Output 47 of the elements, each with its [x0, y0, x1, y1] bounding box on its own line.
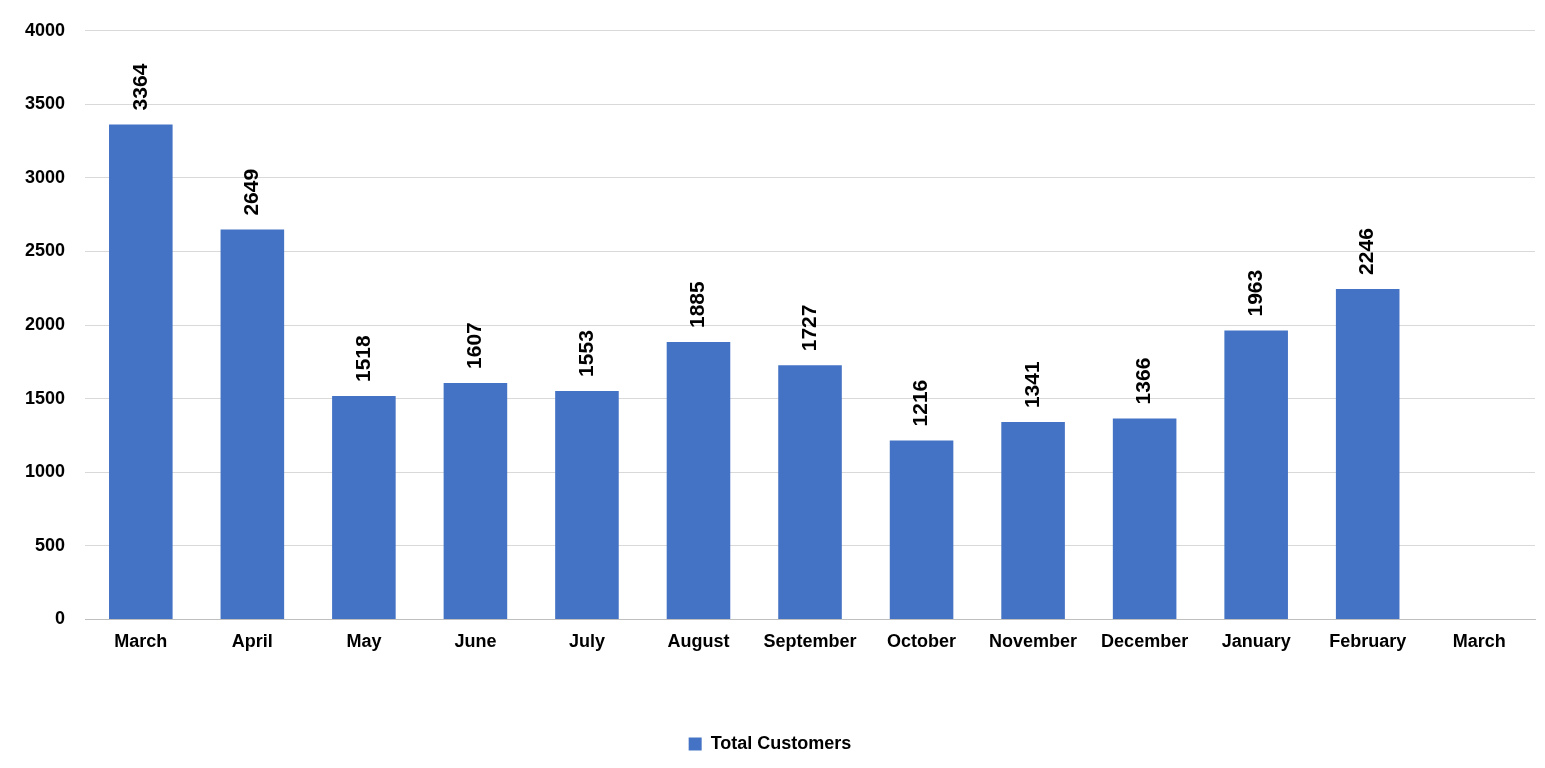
data-label: 1366 — [1131, 357, 1155, 405]
x-tick-label: November — [989, 631, 1078, 652]
x-tick-label: October — [887, 631, 957, 652]
bar — [778, 365, 842, 619]
y-tick-label: 3500 — [25, 93, 66, 114]
y-tick-label: 1000 — [25, 461, 66, 482]
x-tick-label: September — [763, 631, 857, 652]
data-label: 1216 — [908, 379, 932, 427]
x-tick-label: August — [667, 631, 730, 652]
x-tick-label: March — [114, 631, 168, 652]
x-tick-label: June — [454, 631, 497, 652]
data-label: 1727 — [796, 304, 820, 352]
y-tick-label: 0 — [55, 608, 66, 629]
y-tick-label: 1500 — [25, 387, 66, 408]
y-tick-label: 2500 — [25, 240, 66, 261]
x-tick-label: March — [1452, 631, 1506, 652]
x-tick-label: May — [346, 631, 382, 652]
bar — [332, 396, 396, 619]
data-label: 1553 — [573, 330, 597, 377]
bar — [1224, 330, 1288, 619]
data-label: 1607 — [462, 322, 486, 369]
bar — [555, 390, 619, 619]
data-label: 1963 — [1242, 269, 1266, 317]
data-label: 2246 — [1354, 228, 1378, 275]
bar — [1112, 418, 1177, 619]
bar — [1335, 288, 1400, 619]
x-tick-label: January — [1221, 631, 1291, 652]
bar — [1001, 422, 1065, 619]
bar — [666, 342, 731, 619]
x-tick-label: April — [231, 631, 273, 652]
y-tick-label: 2000 — [25, 314, 66, 335]
data-label: 1518 — [350, 334, 374, 383]
bar — [220, 229, 285, 619]
legend-label: Total Customers — [710, 732, 852, 753]
y-tick-label: 4000 — [25, 19, 66, 40]
data-label: 2649 — [239, 168, 263, 216]
data-label: 3364 — [127, 63, 151, 111]
data-label: 1341 — [1019, 361, 1043, 409]
x-tick-label: December — [1101, 631, 1189, 652]
bar — [889, 440, 954, 619]
data-label: 1885 — [685, 280, 709, 329]
bar — [443, 382, 508, 619]
y-tick-label: 500 — [35, 534, 66, 555]
x-tick-label: February — [1329, 631, 1407, 652]
y-tick-label: 3000 — [25, 166, 66, 187]
bar — [109, 124, 173, 619]
x-tick-label: July — [568, 631, 605, 652]
